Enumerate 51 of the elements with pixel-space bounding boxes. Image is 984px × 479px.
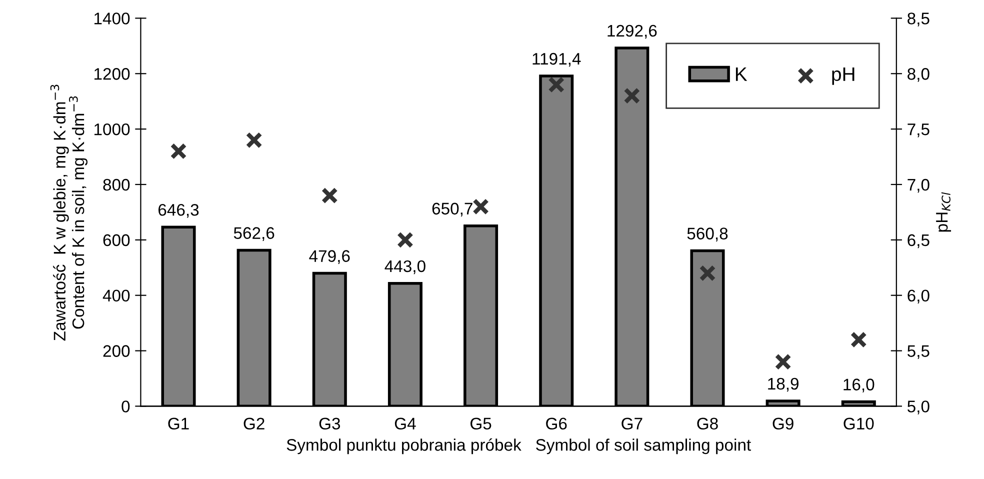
x-tick-label: G8: [697, 418, 718, 430]
x-tick-label: G2: [244, 418, 264, 430]
y-tick-label: 0: [122, 400, 130, 412]
y2-tick-label: 7,5: [908, 124, 930, 138]
point: [774, 354, 792, 370]
data-label: 443,0: [384, 260, 426, 274]
x-tick-label: G7: [622, 418, 642, 430]
x-tick-label: G9: [772, 418, 794, 430]
point: [472, 198, 490, 215]
data-label: 650,7: [432, 202, 472, 217]
y2-tick-label: 8,0: [908, 68, 930, 82]
x-axis-title: Symbol punktu pobrania próbek Symbol of soil sampling point: [286, 438, 751, 454]
y-tick-label: 600: [103, 234, 130, 246]
x-tick-label: G5: [470, 418, 492, 430]
y2-tick-label: 8,5: [908, 12, 930, 26]
data-label: 16,0: [844, 378, 874, 392]
legend-label: pH: [832, 67, 854, 85]
point: [850, 331, 867, 348]
legend-label: K: [736, 67, 748, 81]
y-tick-label: 400: [102, 290, 130, 302]
point: [321, 187, 338, 204]
y-tick-label: 1200: [94, 68, 130, 80]
data-label: 1292,6: [608, 24, 657, 39]
data-label: 646,3: [158, 204, 199, 218]
x-tick-label: G4: [394, 418, 416, 430]
y-tick-label: 200: [103, 345, 130, 357]
x-tick-label: G3: [319, 418, 340, 430]
y2-tick-label: 5,5: [908, 345, 930, 359]
x-tick-label: G6: [546, 418, 567, 430]
y2-axis-title: pH$_{KCl}$: [936, 192, 952, 232]
text: Zawartość K w glebie, mg K·dm$^{−3}$ Content of K in soil, mg K·dm$^{−3}$: [50, 84, 88, 341]
data-label: 1191,4: [532, 52, 581, 67]
point: [396, 232, 414, 248]
x-tick-label: G1: [168, 418, 189, 430]
point: [699, 264, 716, 282]
y2-tick-label: 5,0: [908, 400, 930, 414]
data-label: 18,9: [768, 378, 798, 392]
point: [548, 76, 565, 94]
y2-tick-label: 6,0: [908, 290, 930, 304]
point: [246, 132, 262, 148]
point: [624, 88, 640, 104]
y2-tick-label: 6,5: [908, 234, 930, 248]
data-label: 479,6: [309, 250, 350, 264]
data-label: 560,8: [687, 228, 728, 242]
y2-tick-label: 7,0: [908, 178, 930, 193]
x-tick-label: G10: [844, 418, 874, 430]
y-tick-label: 1000: [94, 123, 130, 136]
y-tick-label: 800: [103, 178, 130, 191]
y-tick-label: 1400: [94, 12, 130, 24]
point: [170, 142, 187, 160]
data-label: 562,6: [234, 227, 274, 241]
